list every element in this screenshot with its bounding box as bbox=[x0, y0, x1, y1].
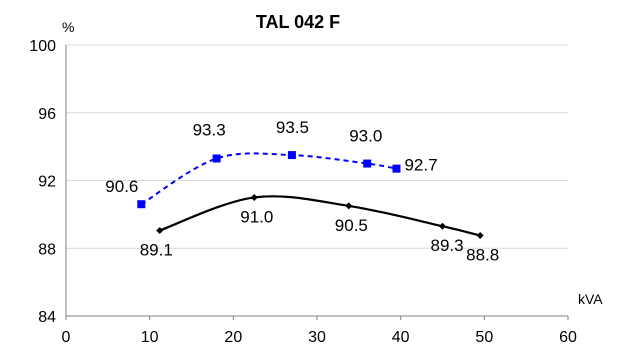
y-axis-unit: % bbox=[62, 19, 74, 35]
series-2-marker bbox=[439, 222, 446, 230]
axes bbox=[65, 45, 569, 320]
x-tick-label: 0 bbox=[62, 329, 71, 346]
series-1-marker bbox=[137, 200, 146, 209]
series-2-data-label: 91.0 bbox=[240, 207, 273, 226]
series-1-marker bbox=[212, 154, 221, 163]
grid-lines bbox=[66, 44, 568, 249]
x-tick-label: 60 bbox=[559, 329, 577, 346]
x-axis-unit: kVA bbox=[578, 291, 603, 307]
chart-title: TAL 042 F bbox=[256, 12, 340, 32]
series-1-data-label: 93.0 bbox=[349, 127, 382, 146]
y-tick-label: 100 bbox=[29, 38, 56, 55]
series-1-marker bbox=[287, 151, 296, 160]
series-1-data-label: 90.6 bbox=[105, 177, 138, 196]
series-2-marker bbox=[345, 202, 353, 210]
series-1-data-label: 92.7 bbox=[404, 156, 437, 175]
y-tick-label: 92 bbox=[38, 174, 56, 191]
series-2-marker bbox=[156, 226, 164, 234]
x-tick-label: 30 bbox=[308, 329, 326, 346]
y-tick-label: 88 bbox=[38, 241, 56, 258]
y-tick-label: 96 bbox=[38, 106, 56, 123]
series-2-data-label: 88.8 bbox=[466, 246, 499, 265]
y-tick-label: 84 bbox=[38, 309, 56, 326]
x-tick-label: 50 bbox=[475, 329, 493, 346]
series-1-data-label: 93.5 bbox=[276, 118, 309, 137]
series-2-line bbox=[159, 195, 481, 237]
series-2-marker bbox=[476, 232, 484, 240]
series-1-marker bbox=[363, 159, 372, 168]
series-2-marker bbox=[250, 193, 258, 201]
x-tick-label: 20 bbox=[224, 329, 242, 346]
series-2-data-label: 90.5 bbox=[335, 216, 368, 235]
x-tick-label: 10 bbox=[141, 329, 159, 346]
series-1-marker bbox=[392, 164, 401, 173]
series-lines bbox=[137, 151, 484, 240]
series-1-data-label: 93.3 bbox=[193, 120, 226, 139]
data-labels: 90.6 93.3 93.5 93.0 92.7 89.1 91.0 90.5 89.3 88.8 bbox=[105, 118, 499, 264]
y-tick-labels: 84 88 92 96 100 bbox=[29, 38, 56, 326]
series-2-data-label: 89.3 bbox=[431, 236, 464, 255]
x-tick-labels: 0 10 20 30 40 50 60 bbox=[62, 329, 577, 346]
x-tick-label: 40 bbox=[392, 329, 410, 346]
series-2-data-label: 89.1 bbox=[140, 240, 173, 259]
